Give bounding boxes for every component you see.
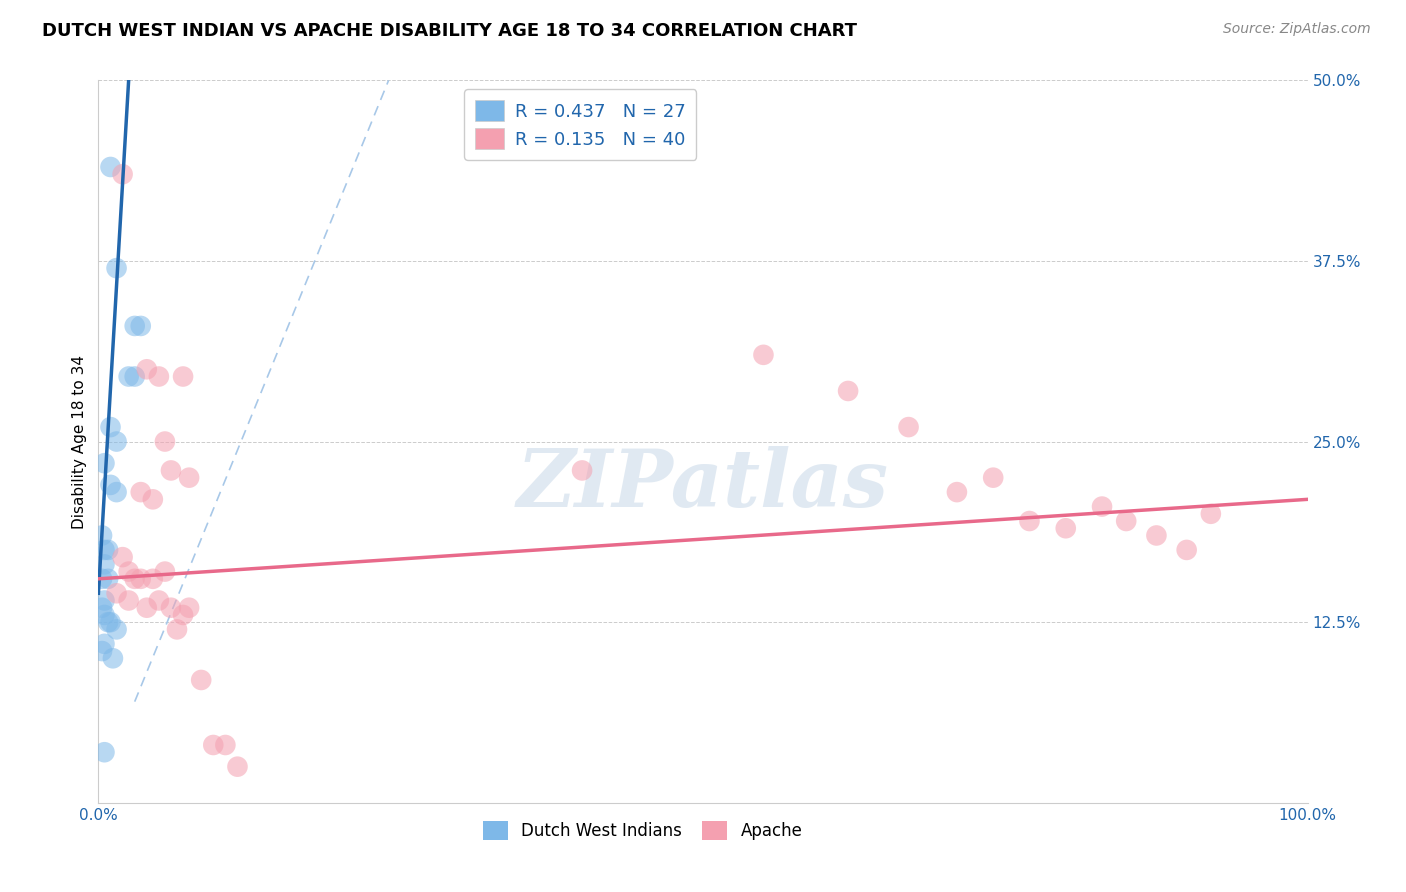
Point bbox=[129, 572, 152, 586]
Point bbox=[100, 615, 122, 630]
Point bbox=[93, 558, 115, 572]
Point bbox=[91, 600, 114, 615]
Point bbox=[124, 369, 146, 384]
Point bbox=[142, 492, 165, 507]
Point bbox=[1091, 500, 1114, 514]
Point bbox=[160, 600, 183, 615]
Point bbox=[1018, 514, 1040, 528]
Point bbox=[202, 738, 225, 752]
Point bbox=[93, 593, 115, 607]
Point bbox=[1199, 507, 1222, 521]
Point bbox=[100, 478, 122, 492]
Point bbox=[135, 600, 157, 615]
Point bbox=[1146, 528, 1168, 542]
Point bbox=[124, 572, 146, 586]
Point bbox=[124, 318, 146, 333]
Point bbox=[105, 261, 128, 276]
Point bbox=[97, 572, 120, 586]
Point bbox=[100, 420, 122, 434]
Point bbox=[153, 565, 176, 579]
Point bbox=[752, 348, 775, 362]
Point bbox=[946, 485, 969, 500]
Point bbox=[214, 738, 236, 752]
Point bbox=[105, 586, 128, 600]
Text: DUTCH WEST INDIAN VS APACHE DISABILITY AGE 18 TO 34 CORRELATION CHART: DUTCH WEST INDIAN VS APACHE DISABILITY A… bbox=[42, 22, 858, 40]
Point bbox=[160, 463, 183, 477]
Point bbox=[97, 542, 120, 557]
Point bbox=[129, 485, 152, 500]
Point bbox=[93, 745, 115, 759]
Point bbox=[897, 420, 920, 434]
Point bbox=[100, 160, 122, 174]
Point bbox=[105, 623, 128, 637]
Point bbox=[148, 593, 170, 607]
Point bbox=[105, 434, 128, 449]
Point bbox=[91, 528, 114, 542]
Point bbox=[91, 572, 114, 586]
Point bbox=[981, 471, 1004, 485]
Point bbox=[571, 463, 593, 477]
Point bbox=[111, 550, 134, 565]
Point bbox=[93, 456, 115, 470]
Point bbox=[148, 369, 170, 384]
Point bbox=[1115, 514, 1137, 528]
Point bbox=[190, 673, 212, 687]
Point bbox=[135, 362, 157, 376]
Text: Source: ZipAtlas.com: Source: ZipAtlas.com bbox=[1223, 22, 1371, 37]
Point bbox=[118, 369, 141, 384]
Point bbox=[97, 615, 120, 630]
Point bbox=[179, 600, 201, 615]
Point bbox=[1054, 521, 1077, 535]
Point bbox=[172, 369, 194, 384]
Point bbox=[226, 760, 249, 774]
Point bbox=[118, 565, 141, 579]
Point bbox=[172, 607, 194, 622]
Point bbox=[837, 384, 859, 398]
Point bbox=[93, 607, 115, 622]
Y-axis label: Disability Age 18 to 34: Disability Age 18 to 34 bbox=[72, 354, 87, 529]
Point bbox=[166, 623, 188, 637]
Point bbox=[153, 434, 176, 449]
Point bbox=[129, 318, 152, 333]
Point bbox=[118, 593, 141, 607]
Legend: Dutch West Indians, Apache: Dutch West Indians, Apache bbox=[474, 813, 811, 848]
Point bbox=[179, 471, 201, 485]
Point bbox=[111, 167, 134, 181]
Point bbox=[1175, 542, 1198, 557]
Point bbox=[105, 485, 128, 500]
Point bbox=[91, 644, 114, 658]
Point bbox=[93, 637, 115, 651]
Point bbox=[101, 651, 124, 665]
Text: ZIPatlas: ZIPatlas bbox=[517, 446, 889, 524]
Point bbox=[93, 542, 115, 557]
Point bbox=[142, 572, 165, 586]
